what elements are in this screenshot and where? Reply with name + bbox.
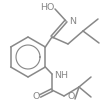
Text: N: N xyxy=(69,17,76,26)
Text: O: O xyxy=(32,92,40,101)
Text: NH: NH xyxy=(54,71,68,80)
Text: O: O xyxy=(68,92,75,101)
Text: HO: HO xyxy=(40,3,54,12)
